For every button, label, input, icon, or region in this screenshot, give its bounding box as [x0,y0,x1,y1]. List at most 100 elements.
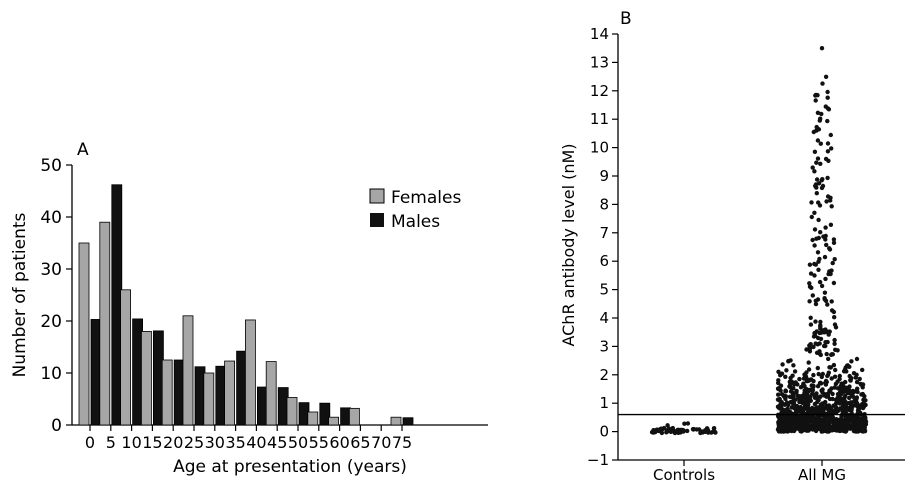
panel-a-x-axis-label: Age at presentation (years) [173,457,407,477]
data-point [862,424,867,430]
data-point [851,413,856,418]
data-point [827,388,832,393]
data-point [854,379,860,385]
data-point [809,285,814,290]
data-point [807,281,812,286]
data-point [848,400,854,405]
data-point [815,418,821,423]
data-point [837,373,842,379]
data-point [839,381,844,386]
bar-males-55 [319,402,331,426]
data-point [825,89,830,95]
data-point [813,93,818,98]
data-point [848,377,853,383]
panel-b-axes [617,34,905,461]
panel-b-x-tick-label: Controls [653,466,715,482]
data-point [810,237,815,243]
data-point [825,406,831,412]
panel-b-y-tick-label: 13 [590,53,609,71]
data-point [842,427,847,433]
data-point [828,198,833,203]
data-point [791,386,796,391]
data-point [818,141,823,146]
data-point [831,280,837,286]
data-point [860,402,865,407]
data-point [833,347,838,352]
data-point [809,200,814,205]
panel-a-label: A [77,140,89,160]
data-point [819,111,824,117]
data-point [703,428,708,433]
data-point [820,390,825,395]
panel-a-x-tick-label: 65 [350,433,370,452]
data-point [783,389,789,394]
data-point [800,400,805,406]
data-point [776,429,782,434]
data-point [817,349,822,354]
panel-b-points [649,46,869,436]
data-point [817,381,823,386]
data-point [847,373,852,379]
data-point [863,402,868,408]
data-point [860,429,866,434]
data-point [676,428,681,433]
data-point [823,380,828,386]
data-point [822,297,827,302]
data-point [815,156,821,161]
data-point [788,415,793,420]
data-point [827,329,832,334]
panel-a-x-tick-label: 15 [142,433,162,452]
bar-females-35 [224,360,236,426]
data-point [827,396,833,402]
bar-females-15 [140,330,152,426]
data-point [776,392,781,397]
panel-a-x-tick-label: 55 [309,433,329,452]
data-point [797,406,802,411]
data-point [816,259,821,264]
legend-swatch-females [369,188,385,204]
data-point [776,380,781,386]
data-point [822,290,828,295]
panel-a-y-tick-label: 50 [40,156,62,176]
data-point [813,262,818,267]
data-point [713,430,718,435]
data-point [814,191,819,196]
data-point [799,411,804,416]
panel-b-y-tick-label: 7 [599,224,609,242]
panel-a-x-ticks: 0 5 10 15 20 25 30 35 40 45 50 55 60 65 70 75 [85,425,412,452]
data-point [812,169,817,174]
data-point [825,302,830,307]
data-point [827,416,832,422]
data-point [830,391,835,397]
data-point [811,372,816,378]
data-point [860,405,866,411]
data-point [812,210,817,215]
panel-a-x-tick-label: 35 [225,433,245,452]
data-point [816,127,822,132]
data-point [797,399,802,405]
data-point [776,419,782,424]
data-point [790,373,795,378]
data-point [804,392,809,397]
panel-a-x-tick-label: 10 [121,433,141,452]
data-point [698,430,703,436]
bar-females-55 [307,411,319,426]
data-point [809,214,814,220]
data-point [843,418,849,423]
data-point [829,204,834,209]
data-point [856,410,862,415]
panel-a-legend: Females Males [369,188,461,232]
data-point [807,387,812,393]
data-point [816,409,822,414]
data-point [664,429,670,434]
data-point [818,230,823,235]
data-point [825,175,830,181]
data-point [681,429,686,434]
data-point [810,165,815,170]
data-point [832,337,837,343]
data-point [806,367,812,372]
data-point [831,240,837,245]
panel-b-y-tick-label: 3 [599,337,609,355]
data-point [815,110,821,116]
